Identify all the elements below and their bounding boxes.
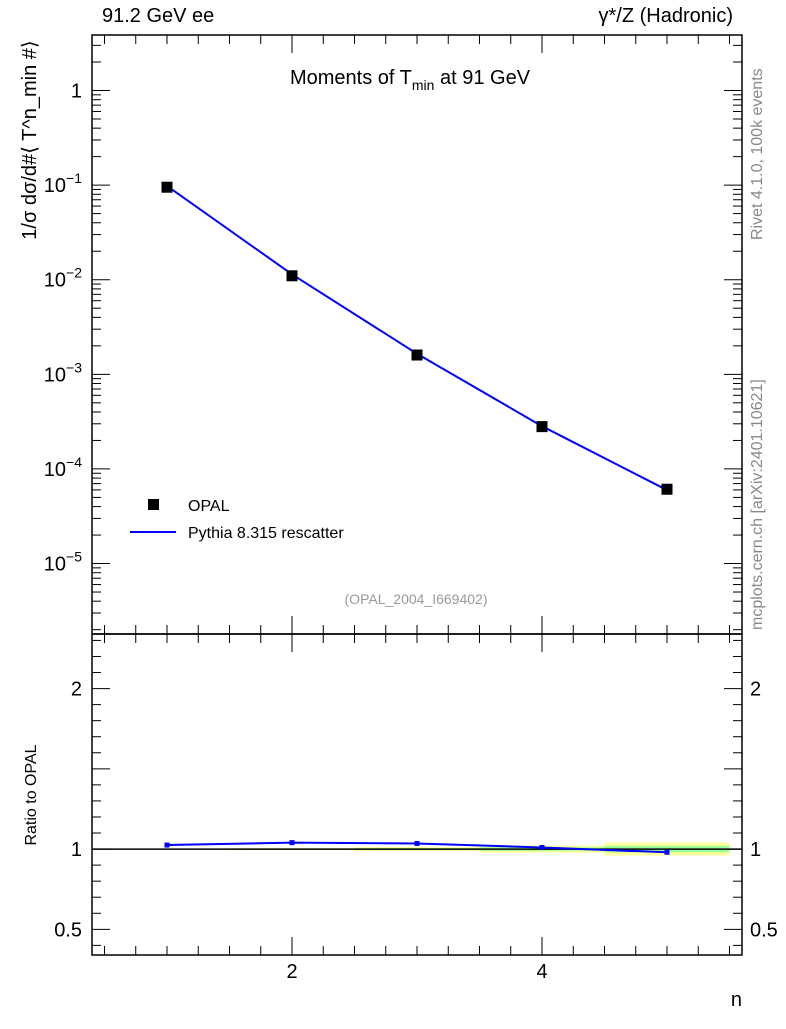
ratio-y-tick-label: 2 bbox=[71, 679, 82, 701]
header-left: 91.2 GeV ee bbox=[102, 5, 214, 27]
analysis-annotation: (OPAL_2004_I669402) bbox=[345, 591, 488, 607]
x-axis-label: n bbox=[731, 989, 742, 1011]
ratio-y-label: Ratio to OPAL bbox=[23, 744, 40, 845]
legend-pythia-label: Pythia 8.315 rescatter bbox=[188, 525, 344, 542]
x-tick-label: 4 bbox=[536, 961, 547, 983]
x-tick-label: 2 bbox=[286, 961, 297, 983]
y-tick-label: 1 bbox=[71, 80, 82, 102]
ratio-point bbox=[539, 844, 545, 850]
ratio-point bbox=[164, 842, 170, 848]
ratio-point bbox=[289, 840, 295, 846]
main-frame bbox=[91, 34, 743, 635]
opal-data-point bbox=[536, 421, 548, 433]
pythia-line bbox=[166, 185, 668, 491]
ratio-point bbox=[664, 849, 670, 855]
opal-data-point bbox=[661, 483, 673, 495]
y-tick-label: 10−5 bbox=[44, 549, 82, 576]
ratio-y-tick-label-right: 2 bbox=[750, 679, 761, 701]
legend-opal-label: OPAL bbox=[188, 498, 230, 515]
y-tick-label: 10−3 bbox=[44, 359, 82, 386]
y-tick-label: 10−4 bbox=[44, 454, 82, 481]
ratio-y-tick-label: 1 bbox=[71, 839, 82, 861]
y-axis-label: 1/σ dσ/d#⟨ T^n_min #⟩ bbox=[19, 40, 41, 239]
y-tick-label: 10−2 bbox=[44, 265, 82, 292]
legend-opal-marker bbox=[148, 499, 159, 510]
opal-data-point bbox=[161, 181, 173, 193]
ratio-y-tick-label-right: 0.5 bbox=[750, 919, 778, 941]
y-tick-label: 10−1 bbox=[44, 170, 82, 197]
header-right: γ*/Z (Hadronic) bbox=[599, 5, 733, 27]
ratio-y-tick-label-right: 1 bbox=[750, 839, 761, 861]
ratio-point bbox=[414, 840, 420, 846]
opal-data-point bbox=[286, 270, 298, 282]
opal-data-point bbox=[411, 349, 423, 361]
ratio-y-tick-label: 0.5 bbox=[54, 919, 82, 941]
ratio-frame bbox=[91, 633, 743, 956]
mcplots-label: mcplots.cern.ch [arXiv:2401.10621] bbox=[749, 379, 766, 630]
rivet-label: Rivet 4.1.0, 100k events bbox=[749, 68, 766, 240]
chart-title: Moments of Tmin at 91 GeV bbox=[290, 67, 531, 93]
